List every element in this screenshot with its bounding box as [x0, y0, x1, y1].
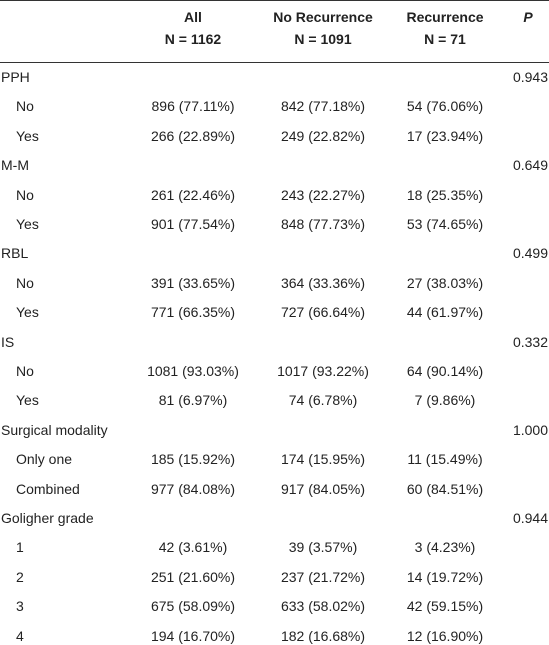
row-label: 1	[16, 539, 24, 556]
p-header: P	[523, 9, 533, 25]
cell: 11 (15.49%)	[407, 451, 483, 468]
cell: 917 (84.05%)	[280, 480, 366, 497]
cell: 727 (66.64%)	[280, 304, 366, 321]
group-title: Goligher grade	[1, 510, 94, 526]
cell: 60 (84.51%)	[406, 480, 484, 497]
row-label: 4	[16, 627, 24, 644]
cell: 896 (77.11%)	[151, 98, 235, 115]
column-n: N = 1091	[294, 31, 352, 47]
group-title: M-M	[1, 157, 29, 174]
cell: 237 (21.72%)	[280, 568, 366, 585]
header-rule	[0, 62, 549, 63]
row-label: Only one	[16, 451, 73, 468]
cell: 842 (77.18%)	[280, 98, 366, 115]
row-label: 3	[16, 598, 24, 615]
group-title: RBL	[1, 245, 29, 262]
cell: 81 (6.97%)	[158, 392, 228, 409]
row-label: Combined	[16, 480, 80, 497]
cell: 42 (59.15%)	[406, 598, 484, 615]
p-value: 0.649	[512, 157, 548, 174]
cell: 174 (15.95%)	[280, 451, 366, 468]
cell: 64 (90.14%)	[406, 363, 484, 379]
p-value: 0.943	[512, 69, 548, 85]
cell: 633 (58.02%)	[280, 598, 366, 615]
row-label: Yes	[16, 392, 39, 409]
cell: 18 (25.35%)	[406, 186, 484, 203]
cell: 1081 (93.03%)	[147, 363, 239, 379]
group-title: PPH	[1, 69, 30, 85]
row-label: No	[16, 98, 34, 115]
cell: 1017 (93.22%)	[277, 363, 369, 379]
top-rule	[0, 0, 549, 1]
column-n: N = 71	[424, 31, 466, 47]
cell: 243 (22.27%)	[280, 186, 366, 203]
p-value: 0.499	[512, 245, 548, 262]
cell: 7 (9.86%)	[414, 392, 476, 409]
cell: 249 (22.82%)	[280, 127, 366, 144]
cell: 54 (76.06%)	[406, 98, 484, 115]
row-label: 2	[16, 568, 24, 585]
row-label: Yes	[16, 127, 39, 144]
cell: 53 (74.65%)	[406, 216, 484, 232]
cell: 251 (21.60%)	[150, 568, 236, 585]
cell: 675 (58.09%)	[150, 598, 236, 615]
cell: 3 (4.23%)	[414, 539, 476, 556]
p-value: 1.000	[512, 421, 548, 438]
cell: 901 (77.54%)	[150, 216, 236, 232]
row-label: Yes	[16, 216, 39, 232]
cell: 261 (22.46%)	[150, 186, 236, 203]
cell: 182 (16.68%)	[280, 627, 366, 644]
cell: 42 (3.61%)	[158, 539, 228, 556]
p-value: 0.332	[512, 333, 548, 350]
cell: 74 (6.78%)	[288, 392, 358, 409]
cell: 391 (33.65%)	[150, 274, 236, 291]
p-value: 0.944	[512, 510, 548, 526]
cell: 39 (3.57%)	[288, 539, 358, 556]
row-label: No	[16, 363, 34, 379]
cell: 194 (16.70%)	[150, 627, 236, 644]
cell: 185 (15.92%)	[150, 451, 236, 468]
cell: 848 (77.73%)	[280, 216, 366, 232]
cell: 12 (16.90%)	[406, 627, 484, 644]
cell: 977 (84.08%)	[150, 480, 236, 497]
group-title: Surgical modality	[1, 421, 108, 438]
cell: 27 (38.03%)	[406, 274, 484, 291]
row-label: Yes	[16, 304, 39, 321]
column-header: All	[184, 9, 202, 25]
column-header: No Recurrence	[273, 9, 373, 25]
row-label: No	[16, 274, 34, 291]
cell: 364 (33.36%)	[280, 274, 366, 291]
cell: 771 (66.35%)	[150, 304, 236, 321]
cell: 14 (19.72%)	[406, 568, 484, 585]
row-label: No	[16, 186, 34, 203]
column-n: N = 1162	[164, 31, 222, 47]
cell: 44 (61.97%)	[406, 304, 484, 321]
group-title: IS	[1, 333, 15, 350]
cell: 266 (22.89%)	[150, 127, 236, 144]
column-header: Recurrence	[406, 9, 484, 25]
cell: 17 (23.94%)	[406, 127, 484, 144]
